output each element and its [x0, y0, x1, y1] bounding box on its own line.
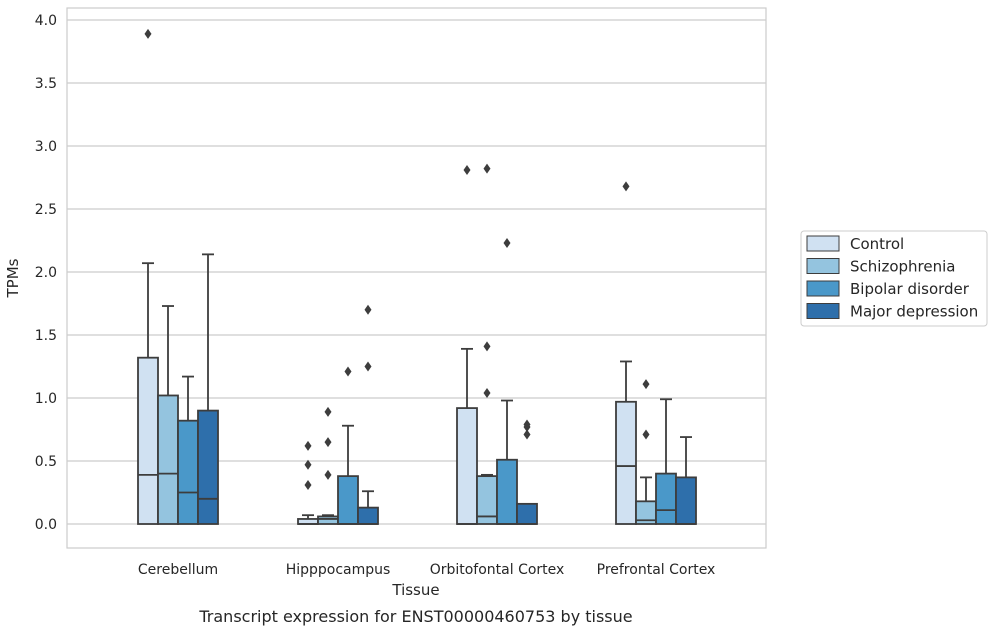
chart-caption: Transcript expression for ENST0000046075… [198, 607, 632, 626]
outlier-point [304, 459, 312, 470]
legend-label: Bipolar disorder [850, 280, 970, 298]
box-rect [137, 356, 159, 525]
outlier-point [523, 429, 531, 440]
box-rect [357, 506, 379, 525]
box-control [615, 181, 637, 525]
outlier-point [523, 419, 531, 430]
box-control [297, 440, 319, 525]
legend-swatch [806, 235, 840, 252]
y-tick-label: 1.5 [35, 328, 57, 344]
outlier-point [364, 361, 372, 372]
outlier-point [483, 387, 491, 398]
box-schizophrenia [476, 163, 498, 525]
legend-swatch [806, 258, 840, 274]
box-rect [516, 502, 538, 525]
outlier-point [364, 304, 372, 315]
outlier-point [324, 406, 332, 417]
box-rect [317, 515, 339, 525]
x-tick-label: Hipppocampus [286, 562, 391, 578]
box-rect [615, 400, 637, 525]
y-tick-label: 4.0 [35, 13, 57, 29]
box-rect [675, 476, 697, 525]
x-tick-label: Orbitofontal Cortex [430, 562, 565, 578]
box-major-depression [516, 419, 538, 525]
box-rect [456, 407, 478, 525]
outlier-point [463, 164, 471, 175]
box-rect [496, 458, 518, 525]
box-rect [655, 472, 677, 525]
box-bipolar-disorder [177, 375, 199, 525]
box-rect [337, 475, 359, 525]
box-schizophrenia [317, 406, 339, 525]
y-axis-label: TPMs [4, 258, 22, 298]
legend: Control Schizophrenia Bipolar disorder Majo… [800, 230, 988, 327]
box-bipolar-disorder [496, 238, 518, 525]
legend-label: Major depression [850, 303, 978, 321]
box-bipolar-disorder [337, 366, 359, 525]
box-bipolar-disorder [655, 398, 677, 525]
y-tick-label: 3.5 [35, 76, 57, 92]
legend-frame [800, 230, 988, 327]
legend-label: Control [850, 235, 904, 253]
legend-label: Schizophrenia [850, 258, 955, 276]
box-major-depression [197, 253, 219, 525]
outlier-point [622, 181, 630, 192]
y-axis-ticks: 0.0 0.5 1.0 1.5 2.0 2.5 3.0 3.5 4.0 [35, 13, 57, 533]
outlier-point [483, 341, 491, 352]
box-rect [157, 394, 179, 525]
x-tick-label: Prefrontal Cortex [597, 562, 716, 578]
outlier-point [642, 379, 650, 390]
x-axis-ticks: Cerebellum Hipppocampus Orbitofontal Corte… [138, 562, 715, 578]
outlier-point [324, 469, 332, 480]
y-tick-label: 1.0 [35, 391, 57, 407]
outlier-point [144, 28, 152, 39]
x-axis-label: Tissue [391, 581, 439, 599]
outlier-point [304, 479, 312, 490]
box-major-depression [357, 304, 379, 525]
box-control [456, 164, 478, 525]
box-rect [177, 419, 199, 525]
outlier-point [642, 429, 650, 440]
outlier-point [304, 440, 312, 451]
legend-swatch [806, 303, 840, 319]
y-tick-label: 0.5 [35, 454, 57, 470]
legend-swatch [806, 280, 840, 297]
box-schizophrenia [157, 305, 179, 525]
outlier-point [483, 163, 491, 174]
box-major-depression [675, 436, 697, 525]
outlier-point [503, 238, 511, 249]
y-tick-label: 2.0 [35, 265, 57, 281]
box-plots [137, 28, 697, 525]
outlier-point [324, 437, 332, 448]
y-tick-label: 2.5 [35, 202, 57, 218]
box-rect [197, 409, 219, 525]
y-tick-label: 0.0 [35, 517, 57, 533]
x-tick-label: Cerebellum [138, 562, 218, 578]
outlier-point [344, 366, 352, 377]
y-tick-label: 3.0 [35, 139, 57, 155]
